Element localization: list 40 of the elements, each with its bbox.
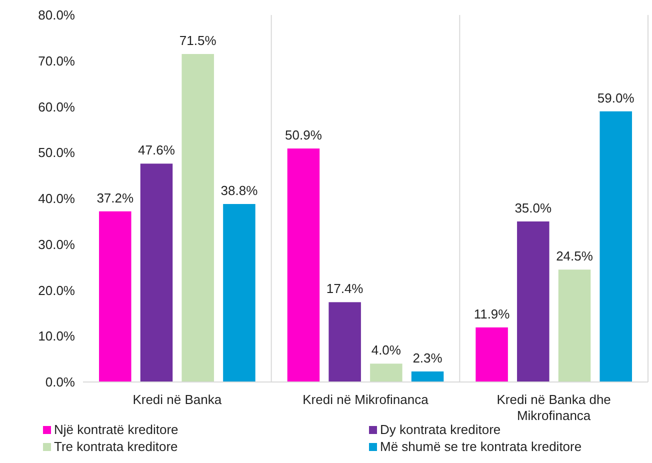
- bar: [140, 164, 173, 382]
- text: 59.0%: [597, 90, 634, 106]
- text: 47.6%: [138, 142, 175, 158]
- text: 11.9%: [474, 306, 510, 322]
- bar: [411, 371, 444, 382]
- text: 17.4%: [326, 281, 364, 296]
- x-tick-label: Kredi në Mikrofinanca: [302, 392, 430, 407]
- bar: [328, 302, 361, 382]
- text: 4.0%: [371, 342, 401, 358]
- y-tick-label: 20.0%: [38, 282, 76, 298]
- text: 24.5%: [556, 248, 593, 264]
- text: 71.5%: [179, 32, 216, 48]
- y-tick-label: 70.0%: [38, 53, 76, 68]
- bar: [476, 327, 508, 382]
- bar: [517, 221, 550, 382]
- bar: [182, 54, 214, 382]
- y-tick-label: 60.0%: [38, 99, 76, 114]
- text: 35.0%: [514, 200, 552, 216]
- legend-label: Tre kontrata kreditore: [54, 439, 178, 454]
- y-tick-label: 80.0%: [38, 8, 76, 23]
- bar: [370, 364, 402, 382]
- legend-label: Më shumë se tre kontrata kreditore: [380, 439, 582, 454]
- bar: [223, 204, 256, 382]
- legend-label: Një kontratë kreditore: [54, 422, 178, 437]
- bar: [287, 148, 320, 382]
- text: 38.8%: [220, 183, 258, 198]
- text: 50.9%: [285, 127, 322, 142]
- bar: [99, 211, 132, 382]
- legend-label: Dy kontrata kreditore: [380, 422, 501, 437]
- text: 37.2%: [96, 190, 134, 206]
- text: 2.3%: [412, 350, 442, 366]
- x-tick-label: Kredi në Banka dhe Mikrofinanca: [496, 392, 611, 423]
- y-tick-label: 40.0%: [38, 191, 76, 206]
- bar: [600, 111, 632, 382]
- y-tick-label: 0.0%: [45, 374, 76, 390]
- bar: [558, 270, 591, 382]
- y-tick-label: 10.0%: [38, 328, 76, 344]
- y-tick-label: 30.0%: [38, 236, 76, 252]
- y-tick-label: 50.0%: [38, 145, 76, 160]
- x-tick-label: Kredi në Banka: [132, 392, 222, 407]
